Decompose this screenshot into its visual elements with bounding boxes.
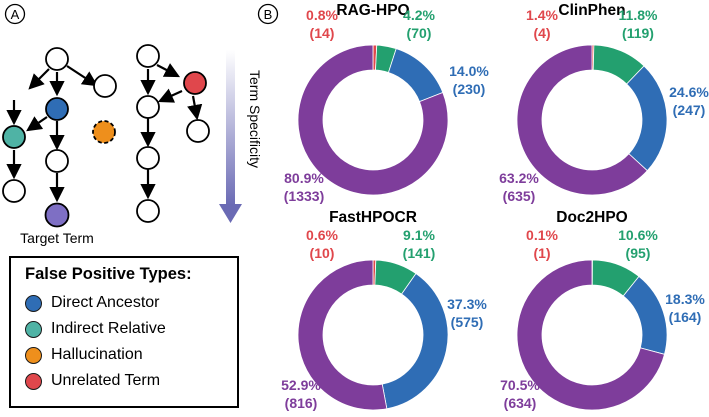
legend-swatch xyxy=(25,294,42,312)
target-term-node xyxy=(44,202,70,228)
donut-slice-indirect-relative xyxy=(516,44,648,196)
edge xyxy=(28,68,50,90)
data-label-count: (95) xyxy=(626,245,651,261)
donut-slice-indirect-relative xyxy=(297,44,449,196)
legend-item-indirect-relative: Indirect Relative xyxy=(25,319,166,339)
unrelated-term-node xyxy=(183,71,207,95)
chart-title: FastHPOCR xyxy=(329,209,417,226)
panel-b-label: B xyxy=(257,3,279,25)
data-label-percent: 1.4% xyxy=(526,7,558,23)
hallucination-node xyxy=(92,120,116,144)
data-label-percent: 0.1% xyxy=(526,227,558,243)
edge xyxy=(66,65,98,87)
donut-slice-direct-ancestor xyxy=(622,275,668,355)
data-label-count: (816) xyxy=(285,395,318,411)
tree-node xyxy=(2,179,26,203)
tree-node xyxy=(136,44,160,68)
legend-label: Direct Ancestor xyxy=(51,294,160,311)
data-label-percent: 11.8% xyxy=(619,7,658,23)
legend-swatch xyxy=(25,372,42,390)
legend-item-direct-ancestor: Direct Ancestor xyxy=(25,293,159,313)
tree-node xyxy=(136,199,160,223)
data-label-percent: 24.6% xyxy=(669,84,709,100)
data-label-percent: 0.6% xyxy=(306,227,338,243)
edge xyxy=(26,116,48,132)
tree-node xyxy=(45,47,69,71)
data-label-count: (230) xyxy=(453,81,486,97)
legend-item-hallucination: Hallucination xyxy=(25,345,143,365)
data-label-percent: 52.9% xyxy=(281,377,321,393)
donut-slice-direct-ancestor xyxy=(381,272,449,410)
edge xyxy=(187,95,203,121)
data-label-percent: 37.3% xyxy=(447,296,487,312)
donut-slice-indirect-relative xyxy=(297,259,388,411)
data-label-count: (119) xyxy=(622,25,654,41)
data-label-percent: 10.6% xyxy=(618,227,658,243)
data-label-count: (141) xyxy=(403,245,436,261)
legend-label: Unrelated Term xyxy=(51,372,161,389)
edge xyxy=(156,63,181,78)
donut-slice-direct-ancestor xyxy=(626,65,668,172)
donut-slice-indirect-relative xyxy=(516,259,665,411)
term-specificity-label: Term Specificity xyxy=(247,70,263,168)
target-term-label: Target Term xyxy=(20,230,94,246)
tree-node xyxy=(45,149,69,173)
legend-swatch xyxy=(25,320,42,338)
data-label-percent: 63.2% xyxy=(499,170,539,186)
tree-node xyxy=(186,119,210,143)
data-label-count: (14) xyxy=(310,25,335,41)
tree-node xyxy=(93,74,117,98)
data-label-count: (10) xyxy=(310,245,335,261)
panel-b-letter: B xyxy=(264,7,273,22)
data-label-count: (70) xyxy=(407,25,432,41)
data-label-percent: 14.0% xyxy=(449,63,489,79)
legend-swatch xyxy=(25,346,42,364)
tree-nodes xyxy=(2,44,210,228)
data-label-percent: 18.3% xyxy=(665,291,705,307)
legend-label: Indirect Relative xyxy=(51,320,166,337)
data-label-percent: 9.1% xyxy=(403,227,435,243)
data-label-count: (1) xyxy=(533,245,550,261)
data-label-percent: 4.2% xyxy=(403,7,435,23)
donut-slice-direct-ancestor xyxy=(387,48,444,103)
panel-a-letter: A xyxy=(11,7,20,22)
chart-title: RAG-HPO xyxy=(336,2,409,19)
data-label-count: (575) xyxy=(451,314,484,330)
tree-edges xyxy=(6,63,203,203)
data-label-count: (1333) xyxy=(284,188,324,204)
data-label-percent: 70.5% xyxy=(500,377,540,393)
tree-node xyxy=(136,95,160,119)
data-label-count: (4) xyxy=(533,25,550,41)
direct-ancestor-node xyxy=(45,97,69,121)
chart-title: Doc2HPO xyxy=(556,209,628,226)
tree-node xyxy=(136,146,160,170)
data-label-count: (634) xyxy=(504,395,537,411)
data-label-count: (164) xyxy=(669,309,702,325)
legend-title: False Positive Types: xyxy=(25,265,192,283)
legend-label: Hallucination xyxy=(51,346,143,363)
edge xyxy=(157,88,183,103)
panel-a-label: A xyxy=(4,3,26,25)
legend-item-unrelated-term: Unrelated Term xyxy=(25,371,160,391)
chart-title: ClinPhen xyxy=(558,2,625,19)
data-label-count: (247) xyxy=(673,102,706,118)
data-label-percent: 80.9% xyxy=(284,170,324,186)
legend: False Positive Types: Direct Ancestor In… xyxy=(9,256,239,408)
indirect-relative-node xyxy=(2,125,26,149)
specificity-arrow xyxy=(219,50,242,223)
data-label-count: (635) xyxy=(503,188,536,204)
data-label-percent: 0.8% xyxy=(306,7,338,23)
